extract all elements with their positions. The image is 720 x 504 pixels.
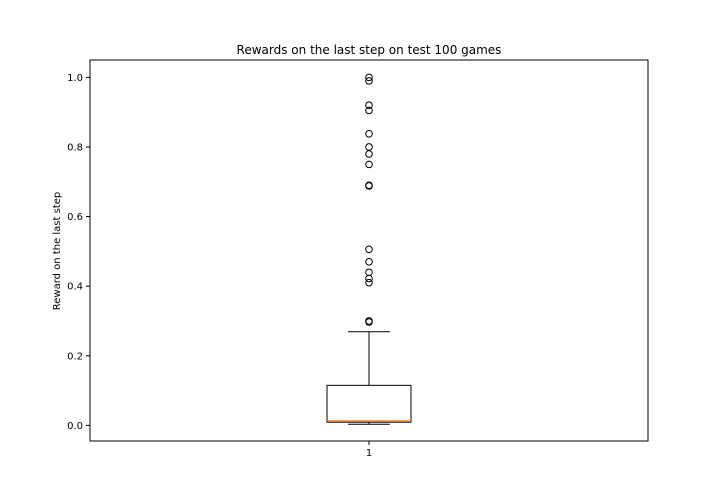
outlier-point xyxy=(365,274,373,283)
y-tick-label: 0.2 xyxy=(67,351,83,362)
outlier-point xyxy=(365,258,373,266)
outlier-point xyxy=(365,143,373,151)
y-tick-label: 0.4 xyxy=(67,282,83,293)
outlier-point xyxy=(365,245,373,254)
outlier-point xyxy=(365,106,373,115)
outlier-point xyxy=(365,150,373,158)
outlier-point xyxy=(365,77,373,85)
y-tick-label: 1.0 xyxy=(67,73,83,84)
outlier-point xyxy=(365,278,373,287)
chart-title: Rewards on the last step on test 100 gam… xyxy=(237,43,502,57)
outlier-point xyxy=(365,73,373,82)
outlier-point xyxy=(365,101,373,110)
iqr-box xyxy=(326,384,412,423)
y-tick-label: 0.0 xyxy=(67,421,83,432)
y-tick-label: 0.6 xyxy=(67,212,83,223)
outlier-point xyxy=(365,160,373,169)
y-axis-label: Reward on the last step xyxy=(52,192,63,311)
y-tick-label: 0.8 xyxy=(67,142,83,153)
x-tick-label: 1 xyxy=(366,448,372,459)
outlier-point xyxy=(365,268,373,277)
outlier-point xyxy=(365,129,373,138)
outlier-point xyxy=(365,182,373,190)
plot-area: 0.0 0.2 0.4 0.6 0.8 1.0 1 xyxy=(67,59,649,459)
outlier-point xyxy=(365,317,373,325)
